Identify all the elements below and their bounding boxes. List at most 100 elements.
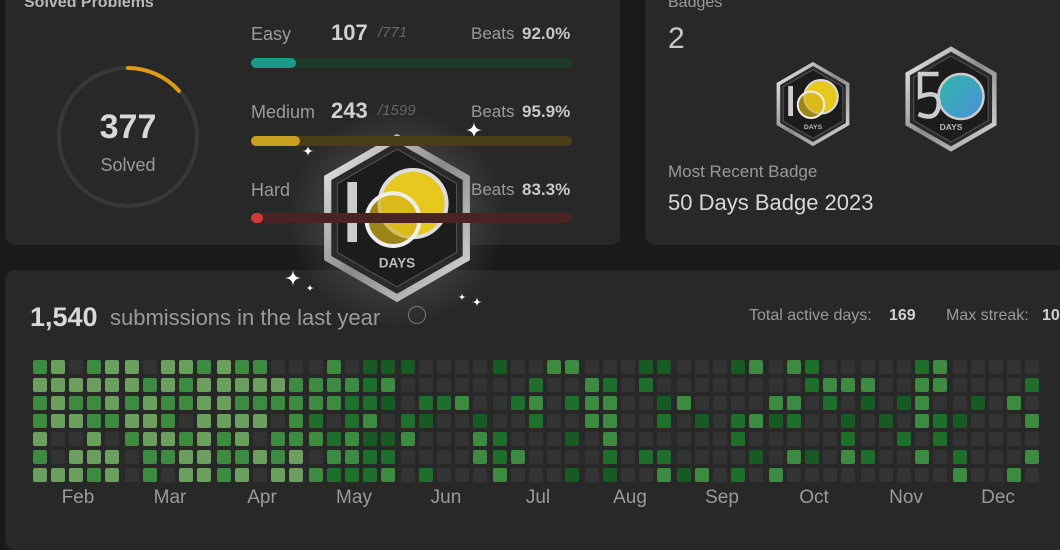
activity-cell [657, 396, 671, 410]
badge-text: DAYS [804, 124, 823, 131]
activity-cell [87, 396, 101, 410]
activity-cell [327, 396, 341, 410]
activity-cell [143, 468, 157, 482]
activity-cell [69, 360, 83, 374]
activity-cell [271, 450, 285, 464]
solved-number: 243 [331, 98, 368, 123]
sparkle [472, 297, 482, 307]
activity-cell [419, 468, 433, 482]
activity-cell [861, 360, 875, 374]
activity-cell [401, 450, 415, 464]
activity-cell [143, 396, 157, 410]
activity-cell [787, 396, 801, 410]
activity-cell [473, 414, 487, 428]
activity-cell [787, 414, 801, 428]
activity-cell [253, 468, 267, 482]
activity-cell [33, 360, 47, 374]
activity-cell [603, 396, 617, 410]
activity-cell [841, 414, 855, 428]
activity-cell [823, 450, 837, 464]
badge-digit [788, 86, 793, 116]
activity-cell [933, 450, 947, 464]
activity-cell [529, 360, 543, 374]
activity-cell [547, 378, 561, 392]
activity-cell [179, 378, 193, 392]
activity-cell [33, 414, 47, 428]
activity-cell [953, 414, 967, 428]
activity-cell [787, 432, 801, 446]
activity-cell [345, 414, 359, 428]
activity-cell [143, 432, 157, 446]
activity-cell [787, 378, 801, 392]
activity-cell [125, 468, 139, 482]
activity-cell [989, 414, 1003, 428]
stat-label: Max streak: [946, 307, 1029, 324]
activity-cell [861, 432, 875, 446]
activity-cell [381, 414, 395, 428]
activity-cell [143, 360, 157, 374]
activity-cell [547, 432, 561, 446]
info-icon[interactable] [408, 306, 426, 324]
activity-cell [51, 378, 65, 392]
activity-cell [677, 450, 691, 464]
submission-count: 1,540 [30, 302, 98, 332]
activity-cell [125, 360, 139, 374]
activity-cell [271, 360, 285, 374]
activity-cell [345, 396, 359, 410]
activity-cell [455, 396, 469, 410]
stat-value: 169 [889, 307, 916, 324]
activity-cell [953, 450, 967, 464]
badge-circle [796, 90, 826, 120]
difficulty-label: Easy [251, 24, 292, 44]
activity-cell [327, 378, 341, 392]
activity-cell [363, 450, 377, 464]
activity-cell [749, 360, 763, 374]
activity-cell [289, 468, 303, 482]
activity-cell [253, 378, 267, 392]
activity-cell [897, 468, 911, 482]
activity-cell [309, 450, 323, 464]
activity-cell [657, 378, 671, 392]
activity-cell [933, 414, 947, 428]
activity-cell [621, 414, 635, 428]
activity-cell [493, 450, 507, 464]
activity-cell [971, 450, 985, 464]
activity-cell [823, 432, 837, 446]
activity-cell [749, 468, 763, 482]
activity-cell [823, 414, 837, 428]
activity-cell [381, 360, 395, 374]
activity-cell [327, 450, 341, 464]
activity-cell [235, 432, 249, 446]
activity-cell [363, 468, 377, 482]
activity-cell [547, 450, 561, 464]
activity-cell [217, 468, 231, 482]
activity-cell [419, 450, 433, 464]
activity-cell [289, 432, 303, 446]
activity-cell [731, 432, 745, 446]
activity-cell [805, 468, 819, 482]
activity-cell [419, 378, 433, 392]
activity-cell [749, 378, 763, 392]
activity-cell [657, 414, 671, 428]
activity-cell [161, 378, 175, 392]
activity-cell [1007, 378, 1021, 392]
badge-digit [917, 71, 942, 119]
activity-cell [271, 378, 285, 392]
activity-cell [437, 378, 451, 392]
activity-cell [989, 468, 1003, 482]
activity-cell [897, 378, 911, 392]
activity-cell [971, 414, 985, 428]
activity-cell [105, 396, 119, 410]
activity-cell [179, 468, 193, 482]
activity-cell [217, 360, 231, 374]
activity-cell [585, 414, 599, 428]
activity-cell [1007, 360, 1021, 374]
activity-cell [401, 432, 415, 446]
activity-cell [1007, 468, 1021, 482]
activity-cell [179, 432, 193, 446]
activity-cell [971, 468, 985, 482]
activity-cell [677, 414, 691, 428]
activity-cell [695, 432, 709, 446]
activity-cell [455, 432, 469, 446]
activity-cell [493, 378, 507, 392]
